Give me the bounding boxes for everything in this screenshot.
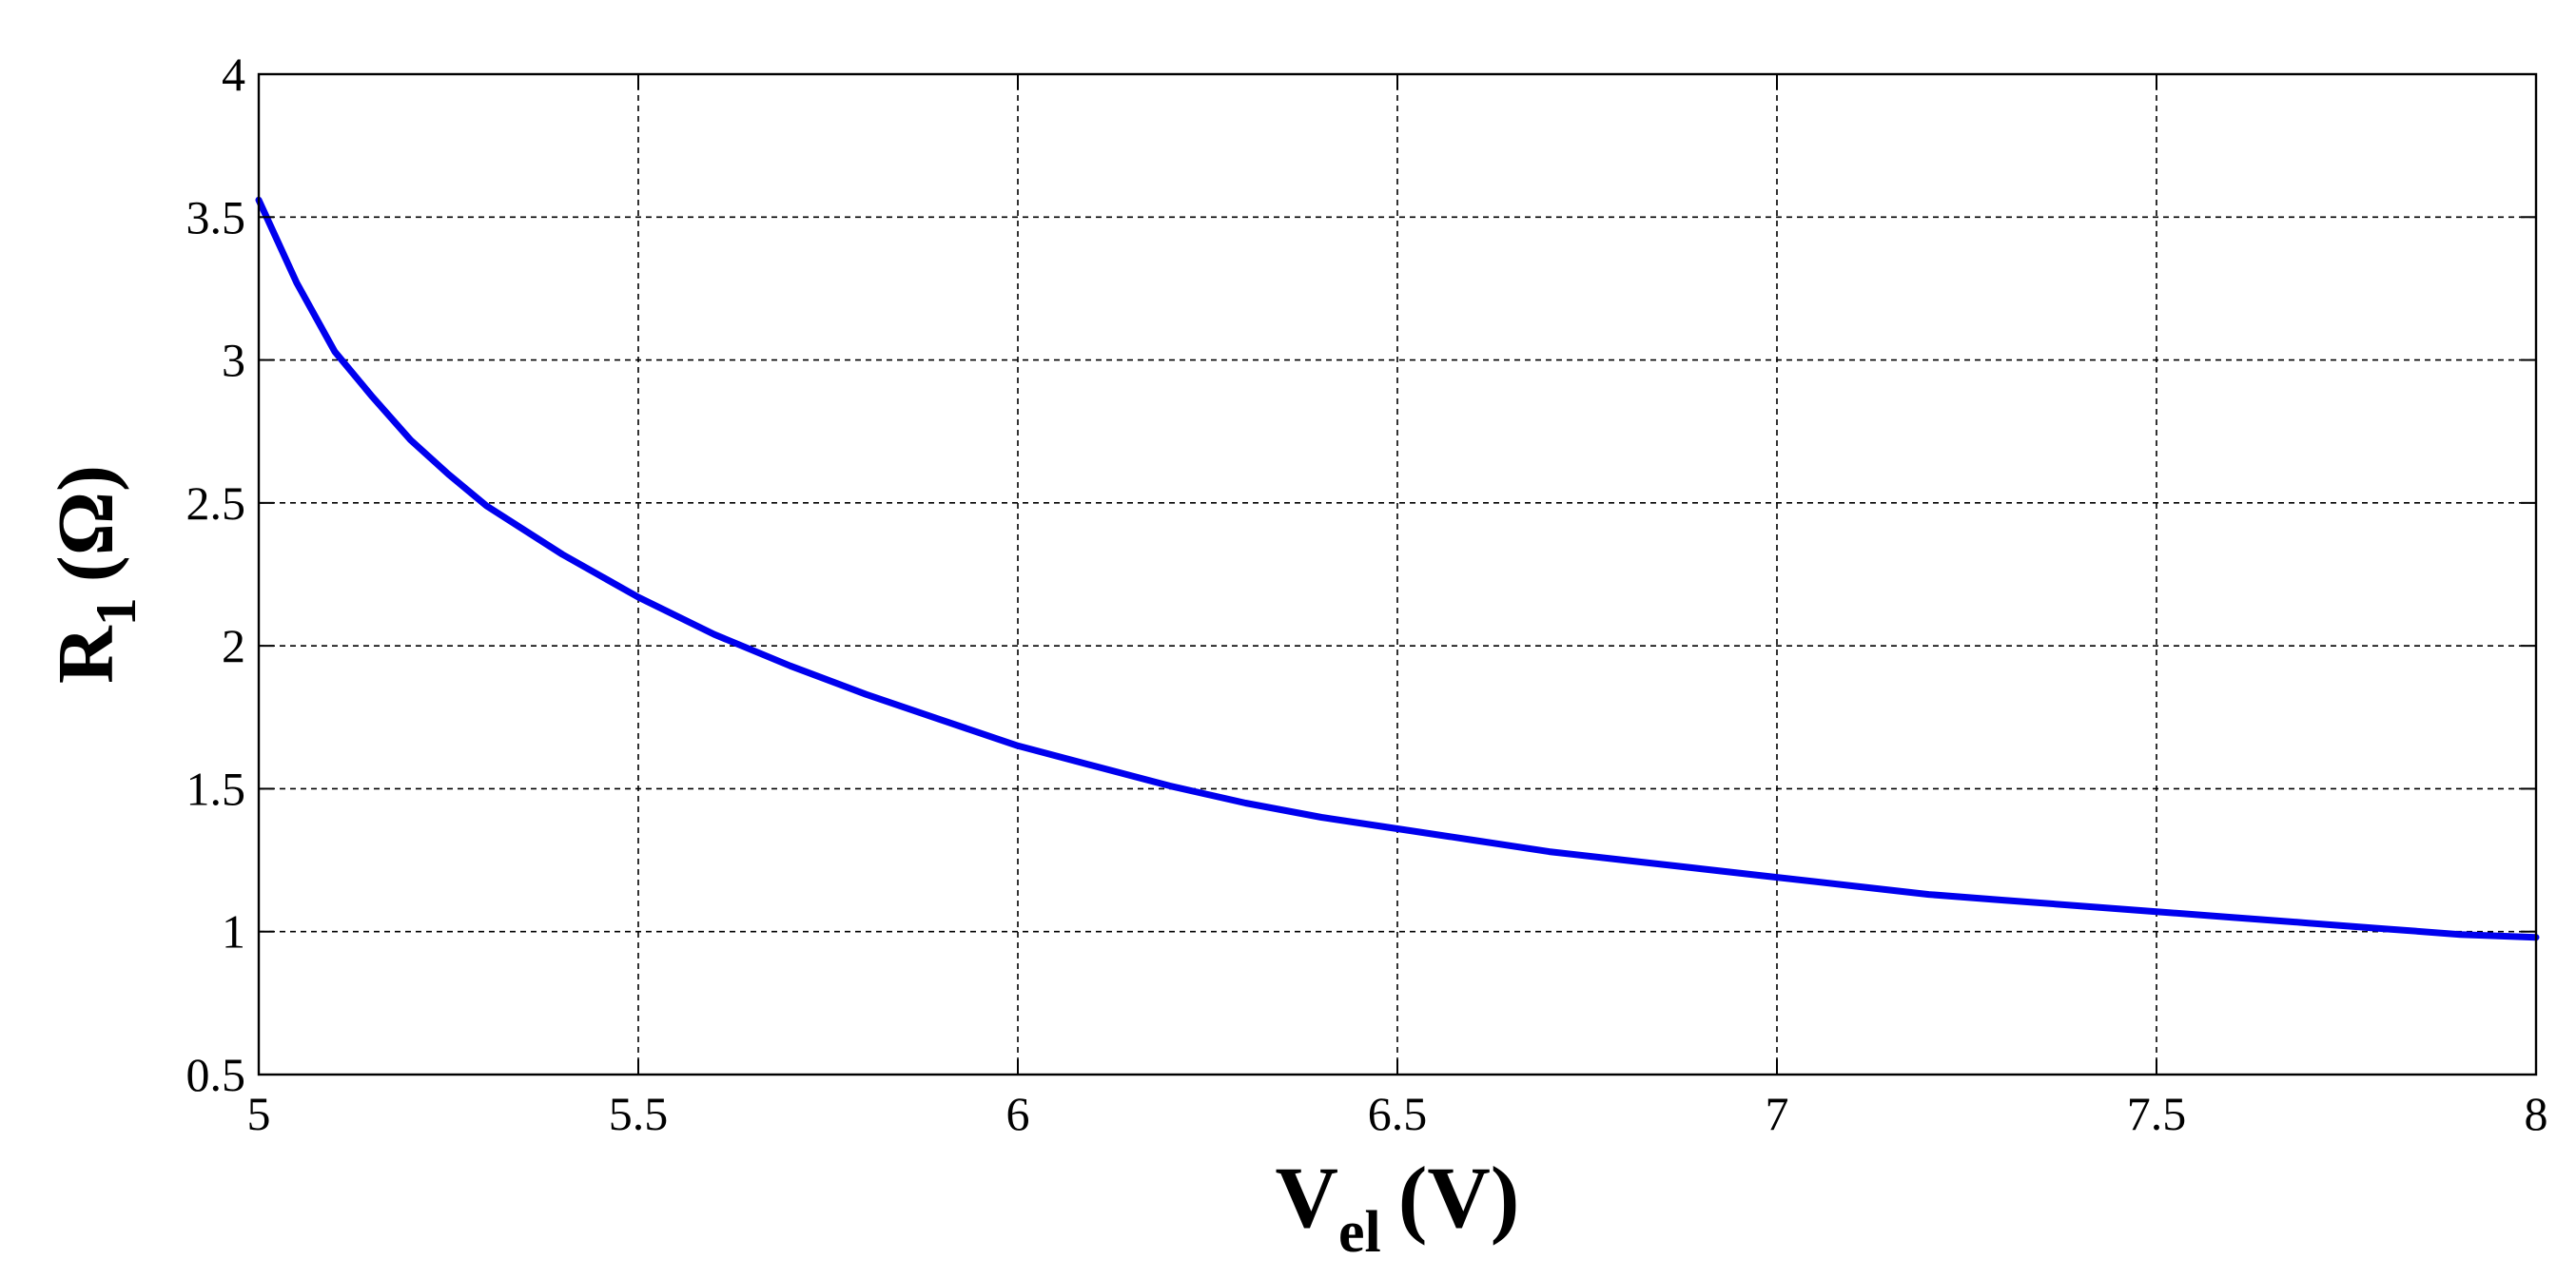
y-tick-label: 1.5 xyxy=(186,762,246,815)
y-tick-label: 1 xyxy=(222,905,245,959)
x-tick-label: 5.5 xyxy=(609,1087,669,1140)
y-tick-label: 3.5 xyxy=(186,190,246,243)
x-axis-label-subscript: el xyxy=(1338,1200,1381,1265)
y-tick-label: 3 xyxy=(222,334,245,387)
x-tick-label: 7 xyxy=(1766,1087,1789,1140)
x-tick-labels: 5 5.5 6 6.5 7 7.5 8 xyxy=(247,1087,2548,1140)
x-axis-label-unit: (V) xyxy=(1398,1149,1520,1246)
x-tick-label: 5 xyxy=(247,1087,271,1140)
y-tick-label: 4 xyxy=(222,48,245,101)
x-tick-label: 8 xyxy=(2525,1087,2548,1140)
ticks xyxy=(258,73,2537,1076)
x-tick-label: 6.5 xyxy=(1368,1087,1428,1140)
y-axis-label: R1 (Ω) xyxy=(42,465,147,684)
y-tick-label: 0.5 xyxy=(186,1048,246,1101)
x-axis-label: Vel (V) xyxy=(1276,1149,1520,1265)
plot-area xyxy=(255,196,2540,941)
x-tick-label: 6 xyxy=(1006,1087,1030,1140)
y-tick-label: 2.5 xyxy=(186,476,246,530)
y-axis-label-main: R xyxy=(42,625,130,684)
x-axis-label-main: V xyxy=(1276,1149,1338,1246)
series-line xyxy=(255,196,2540,941)
y-tick-labels: 0.5 1 1.5 2 2.5 3 3.5 4 xyxy=(186,48,246,1101)
y-tick-label: 2 xyxy=(222,619,245,672)
y-axis-label-unit: (Ω) xyxy=(42,465,130,582)
y-axis-label-subscript: 1 xyxy=(85,597,147,626)
x-tick-label: 7.5 xyxy=(2127,1087,2187,1140)
grid xyxy=(259,74,2536,1075)
